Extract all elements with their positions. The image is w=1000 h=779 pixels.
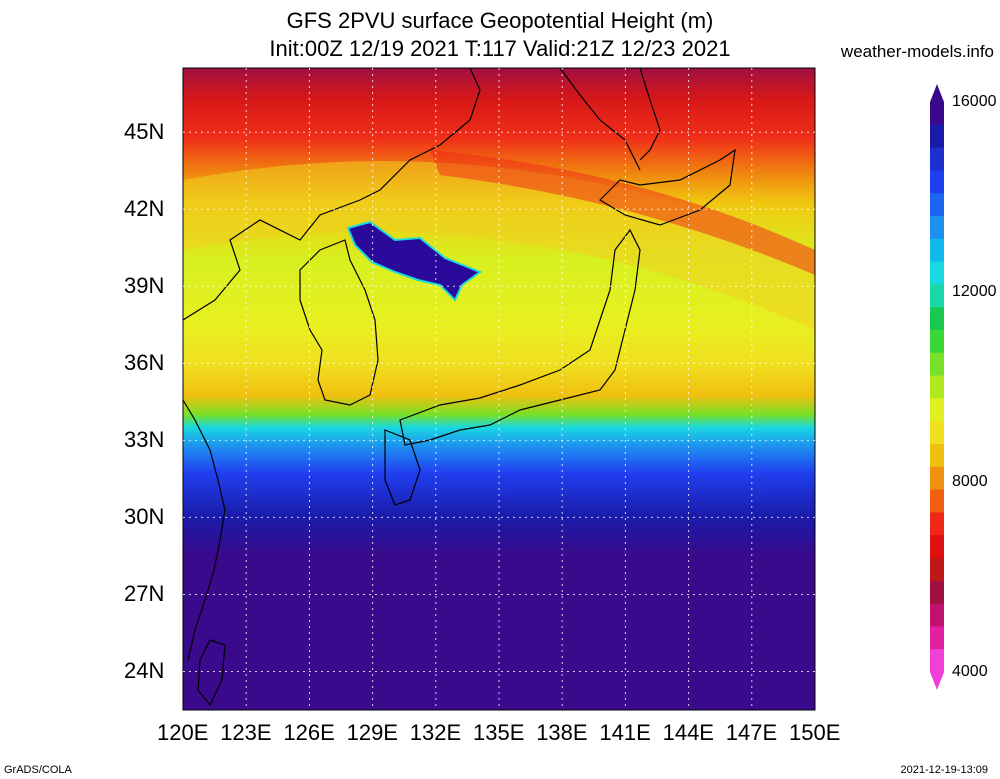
- colorbar-segment: [930, 535, 944, 559]
- colorbar-segment: [930, 558, 944, 582]
- colorbar-segment: [930, 512, 944, 536]
- colorbar-segment: [930, 421, 944, 445]
- colorbar-segment: [930, 170, 944, 194]
- colorbar-segment: [930, 102, 944, 126]
- source-credit: weather-models.info: [840, 42, 994, 61]
- lat-tick-label: 36N: [124, 350, 165, 376]
- colorbar-tick-label: 4000: [952, 663, 988, 680]
- lat-tick-label: 45N: [124, 119, 165, 145]
- coastline-china: [183, 68, 481, 321]
- lon-tick-label: 135E: [473, 720, 525, 745]
- coastline-china-south: [183, 399, 226, 661]
- coastline-taiwan: [197, 639, 226, 707]
- lat-tick-label: 33N: [124, 427, 165, 453]
- lon-tick-label: 144E: [662, 720, 714, 745]
- anomaly-region: [346, 220, 483, 302]
- colorbar-segment: [930, 238, 944, 263]
- colorbar-segment: [930, 352, 944, 377]
- lat-tick-label: 42N: [124, 196, 165, 222]
- lon-tick-label: 123E: [220, 720, 272, 745]
- coastline-russia: [559, 68, 641, 171]
- lon-tick-label: 147E: [725, 720, 778, 745]
- colorbar-tick-label: 16000: [952, 93, 997, 110]
- lat-tick-label: 39N: [124, 273, 165, 299]
- colorbar-segment: [930, 489, 944, 513]
- colorbar-segment: [930, 307, 944, 331]
- chart-subtitle: Init:00Z 12/19 2021 T:117 Valid:21Z 12/2…: [269, 36, 731, 61]
- colorbar-segment: [930, 603, 944, 627]
- colorbar-segment: [930, 330, 944, 354]
- footer-software: GrADS/COLA: [4, 764, 72, 776]
- coastline-honshu: [399, 228, 641, 446]
- lon-tick-label: 138E: [536, 720, 588, 745]
- lon-tick-label: 120E: [157, 720, 209, 745]
- colorbar-segment: [930, 216, 944, 240]
- colorbar-tick-label: 8000: [952, 473, 988, 490]
- colorbar-segment: [930, 147, 944, 171]
- lon-tick-label: 150E: [789, 720, 841, 745]
- lon-tick-label: 141E: [599, 720, 651, 745]
- colorbar-segment: [930, 626, 944, 650]
- lon-tick-label: 129E: [346, 720, 398, 745]
- colorbar-segment: [930, 284, 944, 308]
- colorbar-segment: [930, 398, 944, 422]
- colorbar-segment: [930, 124, 944, 149]
- chart-title: GFS 2PVU surface Geopotential Height (m): [286, 8, 714, 33]
- colorbar-tick-label: 12000: [952, 283, 997, 300]
- coastline-sakhalin: [639, 68, 661, 161]
- colorbar-min-arrow: [930, 672, 944, 690]
- coastline-korea: [299, 239, 379, 406]
- lat-tick-label: 30N: [124, 504, 165, 530]
- colorbar-max-arrow: [930, 84, 944, 102]
- footer-timestamp: 2021-12-19-13:09: [900, 764, 988, 776]
- lon-tick-label: 126E: [283, 720, 335, 745]
- coastline-kyushu: [384, 429, 421, 506]
- colorbar-segment: [930, 193, 944, 217]
- colorbar-segment: [930, 375, 944, 399]
- colorbar-segment: [930, 261, 944, 285]
- lat-tick-label: 24N: [124, 658, 165, 684]
- jet-core: [430, 150, 815, 275]
- colorbar-segment: [930, 649, 944, 673]
- colorbar-segment: [930, 466, 944, 491]
- colorbar-segment: [930, 580, 944, 605]
- lat-tick-label: 27N: [124, 581, 165, 607]
- colorbar-segment: [930, 444, 944, 468]
- colorbar: [930, 84, 944, 690]
- lon-tick-label: 132E: [409, 720, 462, 745]
- coastline-hokkaido: [599, 148, 736, 226]
